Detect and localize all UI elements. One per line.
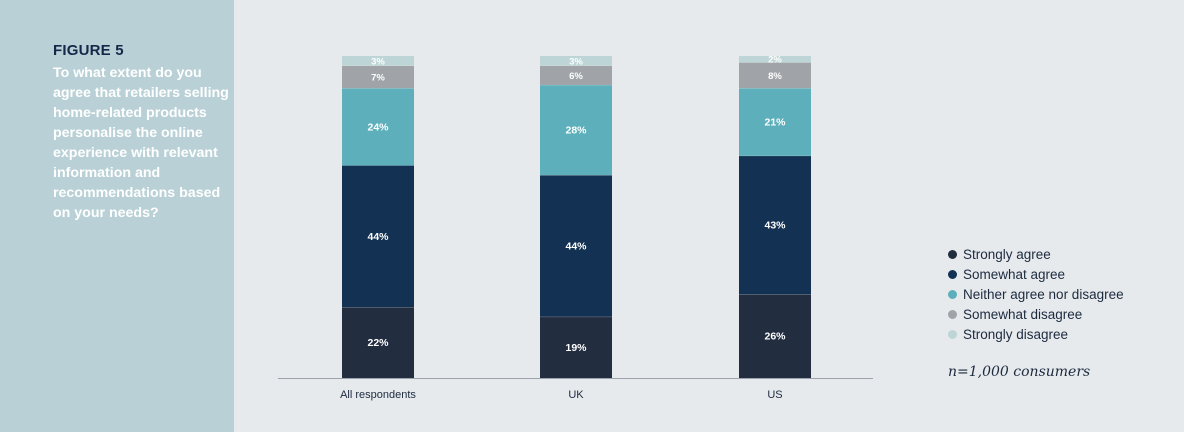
data-label: 2% — [768, 55, 782, 66]
legend-swatch-strongly-disagree — [948, 329, 957, 339]
bar-segment — [342, 307, 414, 378]
bar-segment — [739, 88, 811, 156]
data-label: 8% — [768, 71, 782, 82]
legend-label: Somewhat agree — [963, 266, 1066, 282]
bar-segment — [540, 175, 612, 317]
x-tick-label: All respondents — [340, 389, 416, 401]
bar-segment — [342, 56, 414, 66]
data-label: 21% — [764, 117, 786, 129]
bar-segment — [739, 62, 811, 89]
legend-swatch-somewhat-agree — [948, 269, 957, 279]
data-label: 44% — [565, 240, 587, 252]
bar-segment — [342, 65, 414, 89]
legend-label: Strongly agree — [963, 246, 1051, 262]
bar-segment — [342, 165, 414, 308]
legend-label: Neither agree nor disagree — [963, 286, 1124, 302]
data-label: 24% — [367, 121, 389, 133]
legend-label: Strongly disagree — [963, 326, 1069, 342]
data-label: 26% — [764, 331, 786, 343]
data-label: 7% — [371, 72, 385, 83]
bar-segment — [540, 56, 612, 66]
data-label: 28% — [565, 125, 587, 137]
legend-label: Somewhat disagree — [963, 306, 1083, 322]
legend-item-strongly-disagree: Strongly disagree — [948, 324, 1124, 344]
bar-segment — [739, 56, 811, 63]
bar-segment — [540, 316, 612, 378]
data-label: 6% — [569, 71, 583, 82]
bar-segment — [540, 84, 612, 176]
legend-item-somewhat-disagree: Somewhat disagree — [948, 304, 1124, 324]
bar-segment — [342, 88, 414, 166]
figure-label: FIGURE 5 — [53, 42, 124, 59]
x-tick-label: US — [767, 389, 782, 401]
data-label: 43% — [764, 220, 786, 232]
bar-segment — [739, 155, 811, 295]
figure-question: To what extent do you agree that retaile… — [53, 65, 229, 221]
data-label: 3% — [569, 56, 583, 67]
chart-legend: Strongly agree Somewhat agree Neither ag… — [948, 244, 1124, 344]
side-panel: FIGURE 5 To what extent do you agree tha… — [0, 0, 234, 432]
legend-item-strongly-agree: Strongly agree — [948, 244, 1124, 264]
legend-swatch-neither — [948, 289, 957, 299]
data-label: 19% — [565, 342, 587, 354]
data-label: 44% — [367, 231, 389, 243]
bar-segment — [739, 294, 811, 378]
x-tick-label: UK — [568, 389, 584, 401]
legend-swatch-somewhat-disagree — [948, 309, 957, 319]
data-label: 22% — [367, 337, 389, 349]
legend-item-somewhat-agree: Somewhat agree — [948, 264, 1124, 284]
legend-item-neither: Neither agree nor disagree — [948, 284, 1124, 304]
legend-swatch-strongly-agree — [948, 249, 957, 259]
bar-segment — [540, 65, 612, 85]
sample-size-note: n=1,000 consumers — [948, 364, 1091, 380]
data-label: 3% — [371, 56, 385, 67]
